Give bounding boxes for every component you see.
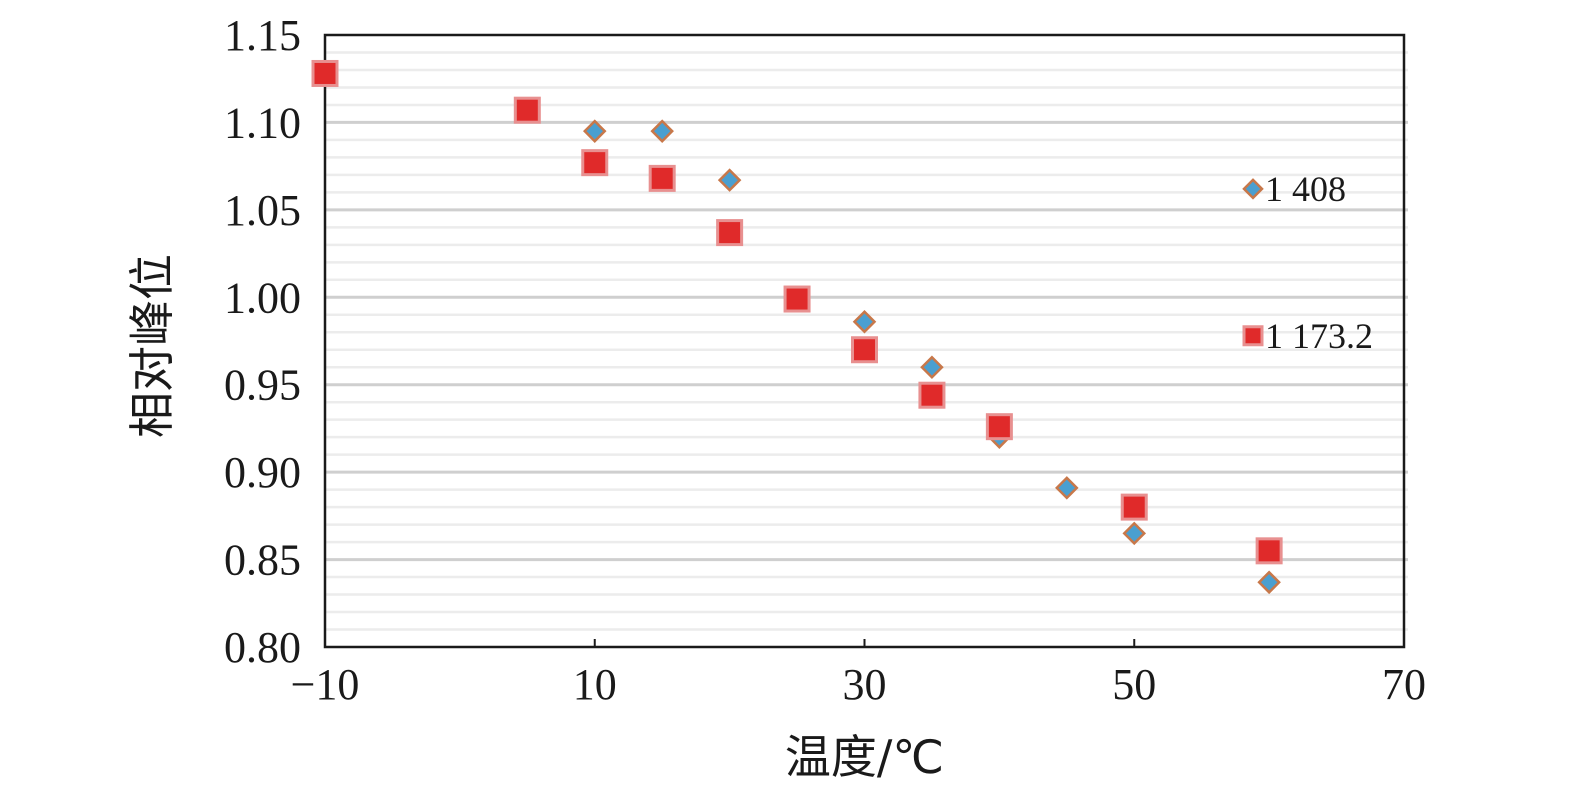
y-tick-label: 0.90: [224, 448, 301, 497]
y-tick-label: 1.15: [224, 11, 301, 60]
x-tick-label: 30: [843, 660, 887, 709]
square-data-point: [985, 413, 1013, 441]
x-tick-label: 10: [573, 660, 617, 709]
series-square-points: [311, 59, 1283, 565]
legend-label: 1 408: [1265, 169, 1346, 209]
y-tick-label: 0.95: [224, 361, 301, 410]
diamond-data-point: [650, 119, 674, 143]
y-tick-label: 0.80: [224, 623, 301, 672]
legend-label: 1 173.2: [1265, 316, 1373, 356]
square-data-point: [1120, 493, 1148, 521]
square-data-point: [648, 164, 676, 192]
x-tick-label: 50: [1112, 660, 1156, 709]
legend-square-marker: [1242, 325, 1264, 347]
diamond-data-point: [920, 355, 944, 379]
y-tick-label: 0.85: [224, 536, 301, 585]
x-tick-label: 70: [1382, 660, 1426, 709]
square-data-point: [918, 381, 946, 409]
axis-ticks: −10 10 30 50 70 0.80 0.85 0.90 0.95 1.00 1.05 1.10 1…: [224, 11, 1426, 709]
x-axis-label: 温度/℃: [785, 730, 944, 784]
square-data-point: [783, 285, 811, 313]
diamond-data-point: [852, 309, 877, 334]
legend-diamond-marker: [1242, 178, 1264, 200]
diamond-data-point: [582, 119, 607, 143]
data-points: [311, 59, 1283, 595]
square-data-point: [716, 219, 744, 247]
square-data-point: [581, 149, 609, 177]
y-axis-label: 相对峰位: [125, 254, 179, 438]
diamond-data-point: [717, 168, 742, 192]
x-tick-label: −10: [291, 660, 360, 709]
legend: 1 408 1 173.2: [1242, 169, 1373, 356]
square-data-point: [311, 59, 339, 87]
square-data-point: [851, 336, 878, 364]
y-tick-label: 1.00: [224, 273, 301, 322]
diamond-data-point: [1257, 570, 1281, 595]
square-data-point: [1255, 537, 1283, 565]
square-data-point: [513, 96, 541, 124]
grid-lines: [325, 51, 1408, 631]
y-tick-label: 1.10: [224, 98, 301, 147]
diamond-data-point: [1122, 521, 1147, 546]
y-tick-label: 1.05: [224, 186, 301, 235]
diamond-data-point: [1055, 476, 1079, 500]
